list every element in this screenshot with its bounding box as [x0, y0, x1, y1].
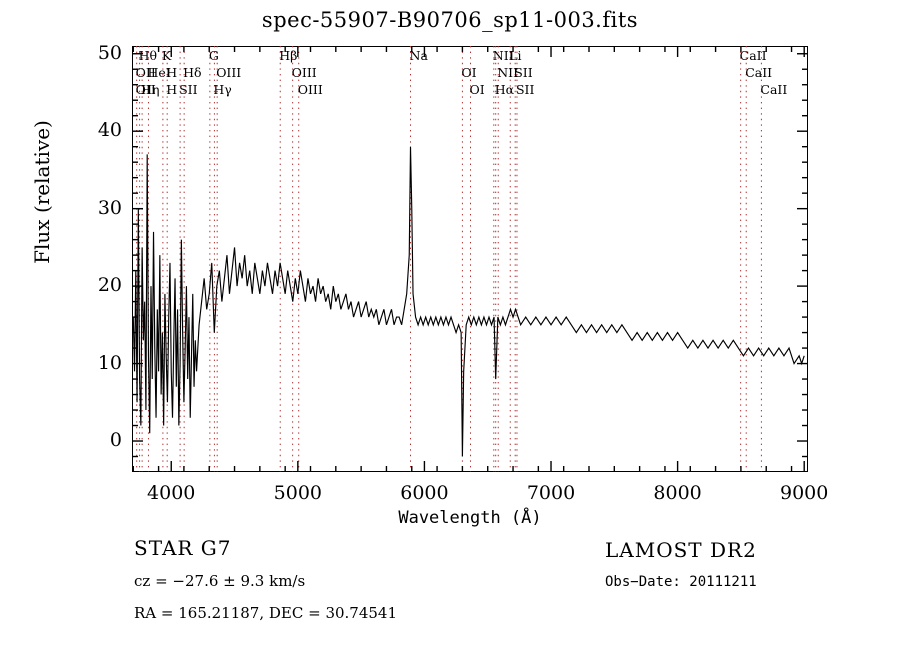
y-tick-label: 10	[97, 351, 122, 374]
x-tick-label: 5000	[273, 482, 322, 504]
x-axis-title: Wavelength (Å)	[398, 508, 542, 528]
y-tick-label: 40	[97, 119, 122, 142]
line-label-caii: CaII	[739, 48, 767, 63]
line-label-h: H	[166, 82, 178, 97]
line-label-k: K	[161, 48, 172, 63]
line-label-oiii: OIII	[297, 82, 323, 97]
plot-frame	[132, 46, 808, 472]
coordinates-label: RA = 165.21187, DEC = 30.74541	[134, 604, 398, 622]
line-label-nii: NII	[492, 48, 514, 63]
line-label-h: Hη	[141, 82, 160, 97]
line-label-caii: CaII	[760, 82, 788, 97]
line-label-h: Hβ	[279, 48, 298, 63]
line-label-sii: SII	[515, 82, 535, 97]
line-label-h: Hγ	[213, 82, 232, 97]
x-tick-label: 9000	[780, 482, 829, 504]
line-label-nii: NII	[497, 65, 519, 80]
x-tick-label: 4000	[147, 482, 196, 504]
line-label-g: G	[208, 48, 219, 63]
line-label-sii: SII	[514, 65, 533, 80]
y-axis-title: Flux (relative)	[30, 120, 54, 264]
spectrum-plot-area	[132, 46, 808, 472]
line-label-oiii: OIII	[216, 65, 242, 80]
y-tick-label: 50	[97, 41, 122, 64]
line-label-caii: CaII	[745, 65, 773, 80]
line-label-li: Li	[509, 48, 522, 63]
line-label-h: H	[166, 65, 178, 80]
x-tick-label: 8000	[653, 482, 702, 504]
line-label-hei: HeI	[147, 65, 171, 80]
line-label-oiii: OIII	[291, 65, 317, 80]
obs-date-label: Obs−Date: 20111211	[605, 574, 757, 590]
x-tick-label: 7000	[526, 482, 576, 504]
line-label-h: Hθ	[138, 48, 158, 63]
line-label-na: Na	[409, 48, 428, 63]
y-tick-label: 0	[109, 429, 122, 452]
y-tick-label: 20	[97, 274, 122, 297]
line-label-oii: OII	[135, 65, 156, 80]
object-class-label: STAR G7	[134, 536, 232, 560]
radial-velocity-label: cz = −27.6 ± 9.3 km/s	[134, 572, 306, 590]
line-label-oi: OI	[461, 65, 477, 80]
y-tick-label: 30	[97, 196, 122, 219]
figure-title: spec-55907-B90706_sp11-003.fits	[261, 8, 639, 32]
line-label-h: Hδ	[183, 65, 202, 80]
x-tick-label: 6000	[400, 482, 449, 504]
line-label-oii: OII	[135, 82, 156, 97]
line-label-sii: SII	[179, 82, 198, 97]
line-label-oi: OI	[469, 82, 485, 97]
line-label-h: Hα	[494, 82, 515, 97]
survey-label: LAMOST DR2	[605, 538, 757, 562]
